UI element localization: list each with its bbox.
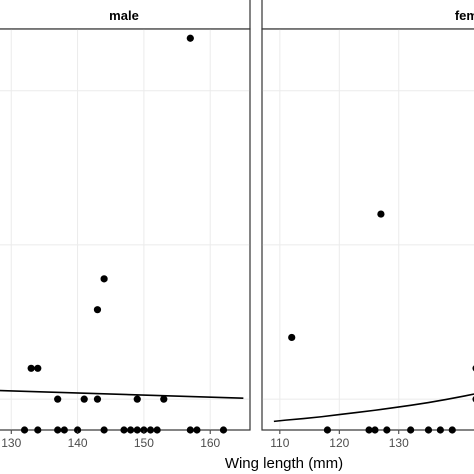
- panel-female: fema 110 120 130: [261, 0, 474, 450]
- panel-male-grid: [0, 29, 250, 430]
- x-tick-label-female-2: 130: [389, 436, 409, 450]
- panel-male-x-ticks: 130 140 150 160: [1, 430, 221, 450]
- point-female-11: [448, 426, 456, 434]
- point-male-12: [54, 426, 62, 434]
- x-tick-label-female-1: 120: [329, 436, 349, 450]
- point-male-6: [80, 395, 88, 403]
- fit-line-female: [273, 393, 474, 423]
- point-male-5: [54, 395, 62, 403]
- point-female-0: [377, 210, 385, 218]
- x-tick-label-female-0: 110: [270, 436, 289, 450]
- point-male-22: [186, 426, 194, 434]
- point-female-10: [436, 426, 444, 434]
- point-male-20: [146, 426, 155, 434]
- point-female-6: [371, 426, 379, 434]
- panel-female-strip: [261, 0, 474, 30]
- point-male-14: [73, 426, 82, 434]
- point-male-8: [133, 395, 141, 403]
- point-male-16: [120, 426, 128, 434]
- panel-male: male 130 140 150 160: [0, 0, 251, 450]
- x-tick-label-male-3: 160: [200, 436, 220, 450]
- point-male-1: [100, 275, 108, 283]
- point-male-10: [20, 426, 29, 434]
- panel-male-strip: [0, 0, 251, 30]
- point-female-5: [365, 426, 373, 434]
- point-female-9: [424, 426, 433, 434]
- point-male-21: [153, 426, 161, 434]
- point-male-2: [93, 306, 102, 314]
- x-tick-label-male-1: 140: [68, 436, 88, 450]
- panel-female-plot-area: [261, 28, 474, 431]
- panel-male-points: [20, 34, 228, 434]
- fit-line-male: [0, 389, 244, 400]
- panel-female-grid: [262, 29, 474, 430]
- point-female-7: [383, 426, 391, 434]
- panel-male-strip-label: male: [109, 8, 139, 23]
- panel-male-plot-area: [0, 28, 251, 431]
- point-male-17: [127, 426, 135, 434]
- x-tick-label-male-0: 130: [1, 436, 21, 450]
- panel-female-strip-label: fema: [455, 8, 474, 23]
- point-male-15: [100, 426, 108, 434]
- point-male-9: [160, 395, 168, 403]
- point-male-24: [219, 426, 228, 434]
- point-female-1: [288, 333, 296, 342]
- point-male-7: [93, 395, 102, 403]
- point-male-18: [133, 426, 141, 434]
- point-male-19: [140, 426, 148, 434]
- panel-female-points: [288, 210, 474, 434]
- panel-female-x-ticks: 110 120 130: [270, 430, 409, 450]
- point-male-3: [27, 364, 35, 372]
- panel-female-fit: [273, 393, 474, 423]
- panel-male-fit: [0, 389, 244, 400]
- point-female-4: [323, 426, 332, 434]
- point-male-0: [186, 34, 194, 42]
- point-female-8: [407, 426, 415, 434]
- x-axis-title: Wing length (mm): [225, 455, 343, 472]
- point-male-23: [193, 426, 201, 434]
- x-tick-label-male-2: 150: [134, 436, 154, 450]
- point-male-11: [34, 426, 42, 434]
- point-male-13: [60, 426, 68, 434]
- point-male-4: [34, 364, 42, 372]
